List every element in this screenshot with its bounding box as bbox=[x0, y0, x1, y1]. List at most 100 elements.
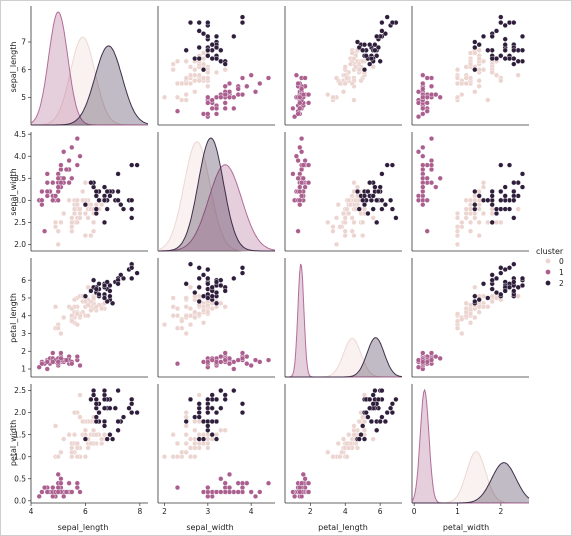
point-petal_width-vs-petal_length-cluster-2-27 bbox=[489, 286, 495, 292]
point-sepal_length-vs-petal_length-cluster-2-22 bbox=[120, 275, 127, 282]
point-petal_width-vs-sepal_width-cluster-1-14 bbox=[420, 153, 426, 159]
point-sepal_width-vs-sepal_length-cluster-1-22 bbox=[231, 105, 237, 112]
point-sepal_width-vs-petal_width-cluster-1-40 bbox=[174, 485, 181, 491]
point-petal_length-vs-sepal_width-cluster-1-40 bbox=[295, 228, 301, 234]
point-sepal_length-vs-petal_length-cluster-2-32 bbox=[101, 282, 108, 289]
point-sepal_width-vs-petal_length-cluster-2-31 bbox=[213, 279, 220, 285]
point-sepal_length-vs-sepal_width-cluster-0-4 bbox=[52, 224, 59, 230]
point-sepal_width-vs-sepal_length-cluster-2-21 bbox=[205, 33, 211, 40]
point-sepal_width-vs-sepal_length-cluster-1-48 bbox=[218, 94, 224, 100]
point-petal_length-vs-sepal_length-cluster-0-44 bbox=[325, 91, 331, 98]
point-petal_length-vs-petal_width-cluster-1-48 bbox=[297, 489, 303, 495]
point-sepal_length-vs-petal_length-cluster-1-36 bbox=[69, 361, 75, 367]
point-sepal_length-vs-sepal_width-cluster-1-37 bbox=[39, 197, 45, 203]
point-sepal_length-vs-sepal_width-cluster-1-41 bbox=[39, 188, 45, 195]
point-sepal_length-vs-petal_width-cluster-0-41 bbox=[74, 445, 80, 451]
point-petal_width-vs-sepal_width-cluster-2-29 bbox=[515, 193, 521, 199]
point-petal_width-vs-sepal_width-cluster-2-32 bbox=[519, 184, 526, 190]
xlabel-petal-length: petal_length bbox=[318, 523, 368, 532]
point-sepal_width-vs-petal_length-cluster-0-41 bbox=[205, 309, 211, 315]
point-sepal_length-vs-petal_width-cluster-1-18 bbox=[74, 485, 80, 491]
point-petal_width-vs-petal_length-cluster-0-11 bbox=[467, 320, 474, 326]
point-petal_width-vs-sepal_length-cluster-2-34 bbox=[498, 53, 504, 59]
point-sepal_width-vs-sepal_length-cluster-1-18 bbox=[239, 75, 246, 81]
point-petal_length-vs-sepal_length-cluster-1-47 bbox=[299, 86, 305, 92]
point-petal_width-vs-sepal_width-cluster-2-17 bbox=[498, 206, 504, 212]
point-sepal_width-vs-petal_width-cluster-2-37 bbox=[205, 423, 211, 429]
point-petal_width-vs-sepal_width-cluster-2-7 bbox=[489, 219, 495, 226]
point-petal_width-vs-petal_length-cluster-2-15 bbox=[511, 261, 517, 267]
xtick-label-petal_length-2: 6 bbox=[378, 507, 383, 516]
point-sepal_width-vs-sepal_length-cluster-0-60 bbox=[205, 69, 211, 76]
point-petal_width-vs-petal_length-cluster-0-29 bbox=[480, 293, 487, 299]
point-sepal_width-vs-petal_width-cluster-2-7 bbox=[183, 418, 189, 425]
point-sepal_length-vs-petal_width-cluster-1-39 bbox=[55, 485, 61, 491]
point-petal_width-vs-sepal_width-cluster-2-6 bbox=[489, 202, 495, 208]
point-sepal_width-vs-sepal_length-cluster-0-41 bbox=[205, 75, 211, 81]
point-petal_width-vs-sepal_length-cluster-1-40 bbox=[424, 108, 430, 114]
legend-marker-1 bbox=[545, 269, 551, 275]
point-petal_length-vs-sepal_length-cluster-1-43 bbox=[306, 91, 312, 98]
point-petal_width-vs-sepal_width-cluster-2-34 bbox=[498, 197, 504, 203]
point-sepal_length-vs-sepal_width-cluster-1-8 bbox=[39, 202, 45, 208]
point-sepal_width-vs-petal_length-cluster-0-44 bbox=[183, 330, 189, 337]
point-petal_length-vs-sepal_length-cluster-0-27 bbox=[337, 80, 343, 87]
point-sepal_width-vs-petal_width-cluster-0-43 bbox=[200, 440, 207, 447]
point-petal_length-vs-sepal_width-cluster-0-62 bbox=[340, 210, 347, 217]
point-sepal_width-vs-petal_length-cluster-0-38 bbox=[187, 313, 194, 319]
point-sepal_length-vs-petal_length-cluster-1-13 bbox=[36, 364, 42, 370]
point-sepal_length-vs-petal_width-cluster-2-0 bbox=[109, 436, 116, 442]
point-sepal_width-vs-petal_length-cluster-1-48 bbox=[218, 359, 224, 365]
xtick-label-sepal_length-1: 6 bbox=[83, 507, 88, 516]
point-petal_width-vs-sepal_width-cluster-0-64 bbox=[476, 188, 482, 195]
point-petal_width-vs-sepal_length-cluster-0-44 bbox=[459, 91, 465, 98]
point-sepal_width-vs-petal_width-cluster-2-22 bbox=[196, 414, 202, 420]
point-sepal_length-vs-sepal_width-cluster-2-2 bbox=[90, 184, 97, 190]
kde-line-sepal_length-cluster-2 bbox=[31, 45, 149, 126]
point-sepal_length-vs-sepal_width-cluster-2-30 bbox=[107, 193, 113, 199]
point-petal_width-vs-sepal_width-cluster-0-44 bbox=[459, 219, 465, 226]
point-petal_width-vs-sepal_length-cluster-2-32 bbox=[519, 47, 526, 53]
point-sepal_length-vs-petal_length-cluster-2-16 bbox=[107, 282, 113, 289]
point-petal_width-vs-sepal_width-cluster-0-40 bbox=[467, 210, 474, 217]
point-sepal_width-vs-sepal_length-cluster-1-38 bbox=[222, 91, 228, 98]
point-sepal_length-vs-sepal_width-cluster-0-17 bbox=[80, 188, 86, 195]
point-sepal_length-vs-petal_width-cluster-2-3 bbox=[112, 405, 118, 411]
point-sepal_length-vs-petal_width-cluster-2-36 bbox=[104, 436, 110, 442]
point-petal_width-vs-sepal_length-cluster-0-64 bbox=[476, 55, 482, 62]
xlabel-sepal-length: sepal_length bbox=[58, 523, 109, 532]
point-sepal_width-vs-sepal_length-cluster-0-33 bbox=[174, 58, 181, 64]
point-sepal_length-vs-petal_width-cluster-0-43 bbox=[88, 440, 94, 447]
point-petal_width-vs-petal_length-cluster-0-41 bbox=[463, 309, 469, 315]
point-petal_length-vs-sepal_width-cluster-0-33 bbox=[349, 228, 355, 234]
point-sepal_length-vs-sepal_width-cluster-2-17 bbox=[129, 206, 135, 212]
point-sepal_length-vs-petal_width-cluster-2-28 bbox=[107, 405, 113, 411]
point-sepal_length-vs-petal_width-cluster-0-45 bbox=[74, 440, 80, 447]
point-sepal_width-vs-sepal_length-cluster-1-32 bbox=[252, 89, 259, 95]
ytick-label-sepal_length-0: 5 bbox=[21, 93, 26, 102]
point-petal_width-vs-sepal_length-cluster-0-62 bbox=[472, 89, 478, 95]
point-sepal_width-vs-petal_length-cluster-1-5 bbox=[244, 354, 250, 360]
point-sepal_width-vs-petal_width-cluster-2-31 bbox=[213, 396, 220, 403]
point-sepal_length-vs-sepal_width-cluster-2-31 bbox=[104, 188, 110, 195]
point-sepal_width-vs-sepal_length-cluster-1-46 bbox=[213, 105, 220, 112]
point-petal_length-vs-sepal_length-cluster-1-13 bbox=[292, 114, 298, 120]
point-petal_length-vs-petal_width-cluster-0-31 bbox=[351, 427, 357, 433]
point-sepal_width-vs-petal_width-cluster-1-9 bbox=[209, 493, 215, 500]
point-sepal_width-vs-petal_length-cluster-2-23 bbox=[239, 270, 246, 276]
point-petal_width-vs-sepal_width-cluster-0-37 bbox=[472, 197, 478, 203]
point-petal_width-vs-sepal_length-cluster-2-28 bbox=[502, 42, 508, 48]
point-petal_length-vs-petal_width-cluster-2-37 bbox=[360, 423, 366, 429]
point-petal_width-vs-sepal_length-cluster-1-41 bbox=[420, 111, 426, 117]
point-petal_length-vs-petal_width-cluster-2-19 bbox=[377, 418, 383, 425]
xtick-label-petal_length-0: 2 bbox=[308, 507, 313, 516]
point-sepal_width-vs-petal_width-cluster-0-31 bbox=[222, 427, 228, 433]
point-petal_width-vs-sepal_width-cluster-2-31 bbox=[511, 188, 517, 195]
point-sepal_width-vs-petal_length-cluster-0-40 bbox=[192, 309, 198, 315]
point-sepal_width-vs-petal_length-cluster-0-15 bbox=[170, 304, 176, 310]
point-sepal_width-vs-petal_length-cluster-0-33 bbox=[174, 306, 181, 312]
point-petal_length-vs-sepal_width-cluster-0-7 bbox=[333, 241, 340, 248]
point-petal_length-vs-sepal_length-cluster-2-35 bbox=[367, 61, 373, 67]
point-petal_length-vs-petal_width-cluster-2-32 bbox=[372, 388, 378, 394]
point-petal_width-vs-sepal_length-cluster-2-5 bbox=[502, 22, 508, 29]
